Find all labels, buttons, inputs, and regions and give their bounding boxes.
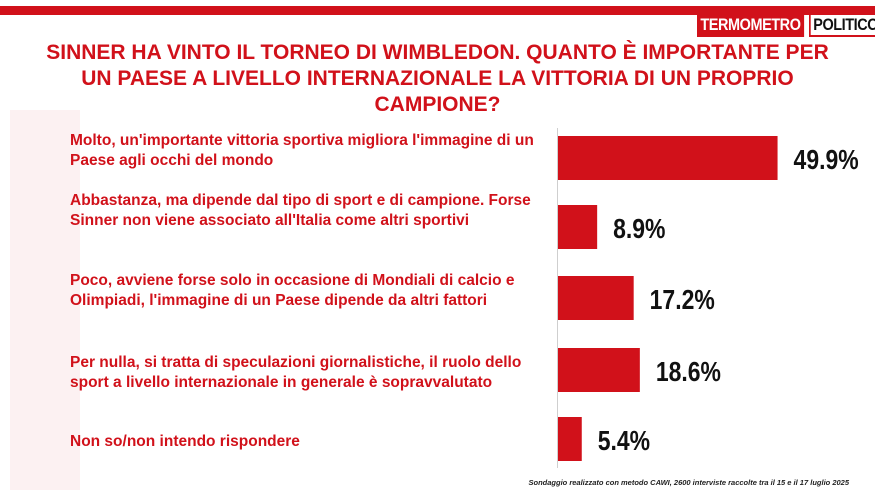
category-label: Abbastanza, ma dipende dal tipo di sport… [70, 192, 531, 229]
chart-title: SINNER HA VINTO IL TORNEO DI WIMBLEDON. … [46, 41, 829, 116]
brand-logo: TERMOMETRO POLITICO [697, 13, 875, 37]
bar [558, 417, 582, 461]
top-accent-bar [0, 6, 875, 15]
value-label: 18.6% [656, 357, 721, 388]
value-label: 49.9% [794, 145, 859, 176]
value-label: 8.9% [613, 214, 666, 245]
source-note: Sondaggio realizzato con metodo CAWI, 26… [528, 478, 849, 487]
bar [558, 348, 640, 392]
background-watermark [10, 110, 80, 490]
category-label: Molto, un'importante vittoria sportiva m… [70, 132, 534, 169]
category-label: Non so/non intendo rispondere [70, 433, 300, 450]
category-label: Per nulla, si tratta di speculazioni gio… [70, 354, 522, 391]
logo-part-2: POLITICO [808, 13, 875, 37]
axis-line [557, 128, 558, 468]
bar [558, 136, 778, 180]
value-label: 5.4% [598, 426, 651, 457]
value-label: 17.2% [650, 285, 715, 316]
bar [558, 276, 634, 320]
bar [558, 205, 598, 249]
logo-part-1: TERMOMETRO [697, 13, 804, 37]
category-label: Poco, avviene forse solo in occasione di… [70, 272, 515, 309]
